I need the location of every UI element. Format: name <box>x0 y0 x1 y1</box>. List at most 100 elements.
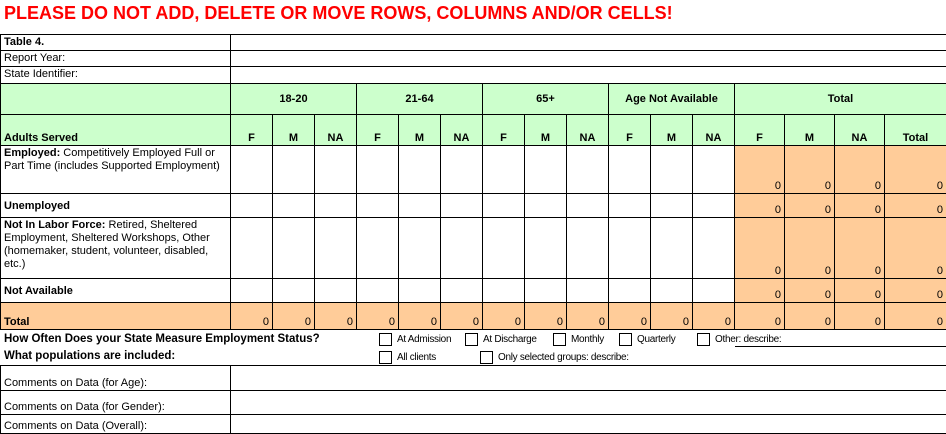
comment-label: Comments on Data (for Age): <box>1 366 231 391</box>
adults-served-header: Adults Served <box>1 115 231 146</box>
data-entry-cell[interactable] <box>609 279 651 303</box>
data-entry-cell[interactable] <box>609 146 651 194</box>
total-cell: 0 <box>885 146 946 194</box>
data-entry-cell[interactable] <box>273 146 315 194</box>
comment-input[interactable] <box>231 366 946 391</box>
total-cell: 0 <box>735 279 785 303</box>
data-entry-cell[interactable] <box>231 146 273 194</box>
data-entry-cell[interactable] <box>567 279 609 303</box>
total-row-cell: 0 <box>399 303 441 330</box>
employment-option[interactable]: Monthly <box>553 333 604 346</box>
data-entry-cell[interactable] <box>483 279 525 303</box>
data-entry-cell[interactable] <box>483 194 525 218</box>
data-entry-cell[interactable] <box>525 218 567 279</box>
data-entry-cell[interactable] <box>315 146 357 194</box>
total-cell: 0 <box>835 146 885 194</box>
age-group-header: Age Not Available <box>609 84 735 115</box>
employment-option[interactable]: Quarterly <box>619 333 675 346</box>
data-entry-cell[interactable] <box>231 279 273 303</box>
data-entry-cell[interactable] <box>651 218 693 279</box>
sex-column-header: F <box>483 115 525 146</box>
comment-row: Comments on Data (for Gender): <box>1 391 946 415</box>
data-entry-cell[interactable] <box>399 194 441 218</box>
data-entry-cell[interactable] <box>441 218 483 279</box>
checkbox[interactable] <box>465 333 478 346</box>
data-entry-cell[interactable] <box>357 279 399 303</box>
data-entry-cell[interactable] <box>273 279 315 303</box>
age-group-header: 21-64 <box>357 84 483 115</box>
report-year-label: Report Year: <box>1 51 231 67</box>
table-row: Employed: Competitively Employed Full or… <box>1 146 946 194</box>
data-entry-cell[interactable] <box>399 218 441 279</box>
data-entry-cell[interactable] <box>651 279 693 303</box>
data-entry-cell[interactable] <box>315 218 357 279</box>
data-entry-cell[interactable] <box>315 194 357 218</box>
comment-input[interactable] <box>231 415 946 434</box>
total-cell: 0 <box>785 146 835 194</box>
row-label: Unemployed <box>1 194 231 218</box>
data-entry-cell[interactable] <box>693 194 735 218</box>
total-row-cell: 0 <box>693 303 735 330</box>
employment-option[interactable]: At Admission <box>379 333 451 346</box>
data-entry-cell[interactable] <box>441 146 483 194</box>
data-entry-cell[interactable] <box>357 146 399 194</box>
data-entry-cell[interactable] <box>441 279 483 303</box>
checkbox[interactable] <box>480 351 493 364</box>
data-entry-cell[interactable] <box>357 218 399 279</box>
warning-banner: PLEASE DO NOT ADD, DELETE OR MOVE ROWS, … <box>4 3 673 24</box>
comment-input[interactable] <box>231 391 946 415</box>
other-describe-line <box>735 346 946 347</box>
checkbox-label: Quarterly <box>637 334 675 345</box>
sex-column-header: M <box>273 115 315 146</box>
data-entry-cell[interactable] <box>525 146 567 194</box>
data-entry-cell[interactable] <box>231 194 273 218</box>
data-entry-cell[interactable] <box>483 146 525 194</box>
row-label-bold: Employed: <box>4 147 60 159</box>
data-entry-cell[interactable] <box>609 218 651 279</box>
data-entry-cell[interactable] <box>567 218 609 279</box>
employment-option[interactable]: Other: describe: <box>697 333 781 346</box>
data-entry-cell[interactable] <box>693 146 735 194</box>
data-entry-cell[interactable] <box>651 146 693 194</box>
data-entry-cell[interactable] <box>693 279 735 303</box>
data-entry-cell[interactable] <box>231 218 273 279</box>
sex-column-header: NA <box>693 115 735 146</box>
table-label-value[interactable] <box>231 35 946 51</box>
data-entry-cell[interactable] <box>651 194 693 218</box>
checkbox[interactable] <box>379 333 392 346</box>
data-entry-cell[interactable] <box>399 146 441 194</box>
data-entry-cell[interactable] <box>525 194 567 218</box>
report-year-input[interactable] <box>231 51 946 67</box>
data-entry-cell[interactable] <box>567 194 609 218</box>
employment-table: Table 4. Report Year: State Identifier: … <box>0 34 946 330</box>
total-cell: 0 <box>835 218 885 279</box>
checkbox[interactable] <box>553 333 566 346</box>
checkbox[interactable] <box>697 333 710 346</box>
checkbox[interactable] <box>379 351 392 364</box>
header-blank <box>1 84 231 115</box>
data-entry-cell[interactable] <box>525 279 567 303</box>
data-entry-cell[interactable] <box>357 194 399 218</box>
data-entry-cell[interactable] <box>273 194 315 218</box>
data-entry-cell[interactable] <box>273 218 315 279</box>
table-row: Not In Labor Force: Retired, Sheltered E… <box>1 218 946 279</box>
total-row-cell: 0 <box>835 303 885 330</box>
employment-option[interactable]: At Discharge <box>465 333 537 346</box>
population-option[interactable]: Only selected groups: describe: <box>480 351 629 364</box>
checkbox[interactable] <box>619 333 632 346</box>
population-option[interactable]: All clients <box>379 351 436 364</box>
data-entry-cell[interactable] <box>693 218 735 279</box>
data-entry-cell[interactable] <box>567 146 609 194</box>
state-identifier-input[interactable] <box>231 67 946 84</box>
data-entry-cell[interactable] <box>483 218 525 279</box>
sex-column-header: M <box>399 115 441 146</box>
sex-column-header: F <box>735 115 785 146</box>
data-entry-cell[interactable] <box>315 279 357 303</box>
data-entry-cell[interactable] <box>441 194 483 218</box>
data-entry-cell[interactable] <box>399 279 441 303</box>
total-cell: 0 <box>735 218 785 279</box>
data-entry-cell[interactable] <box>609 194 651 218</box>
